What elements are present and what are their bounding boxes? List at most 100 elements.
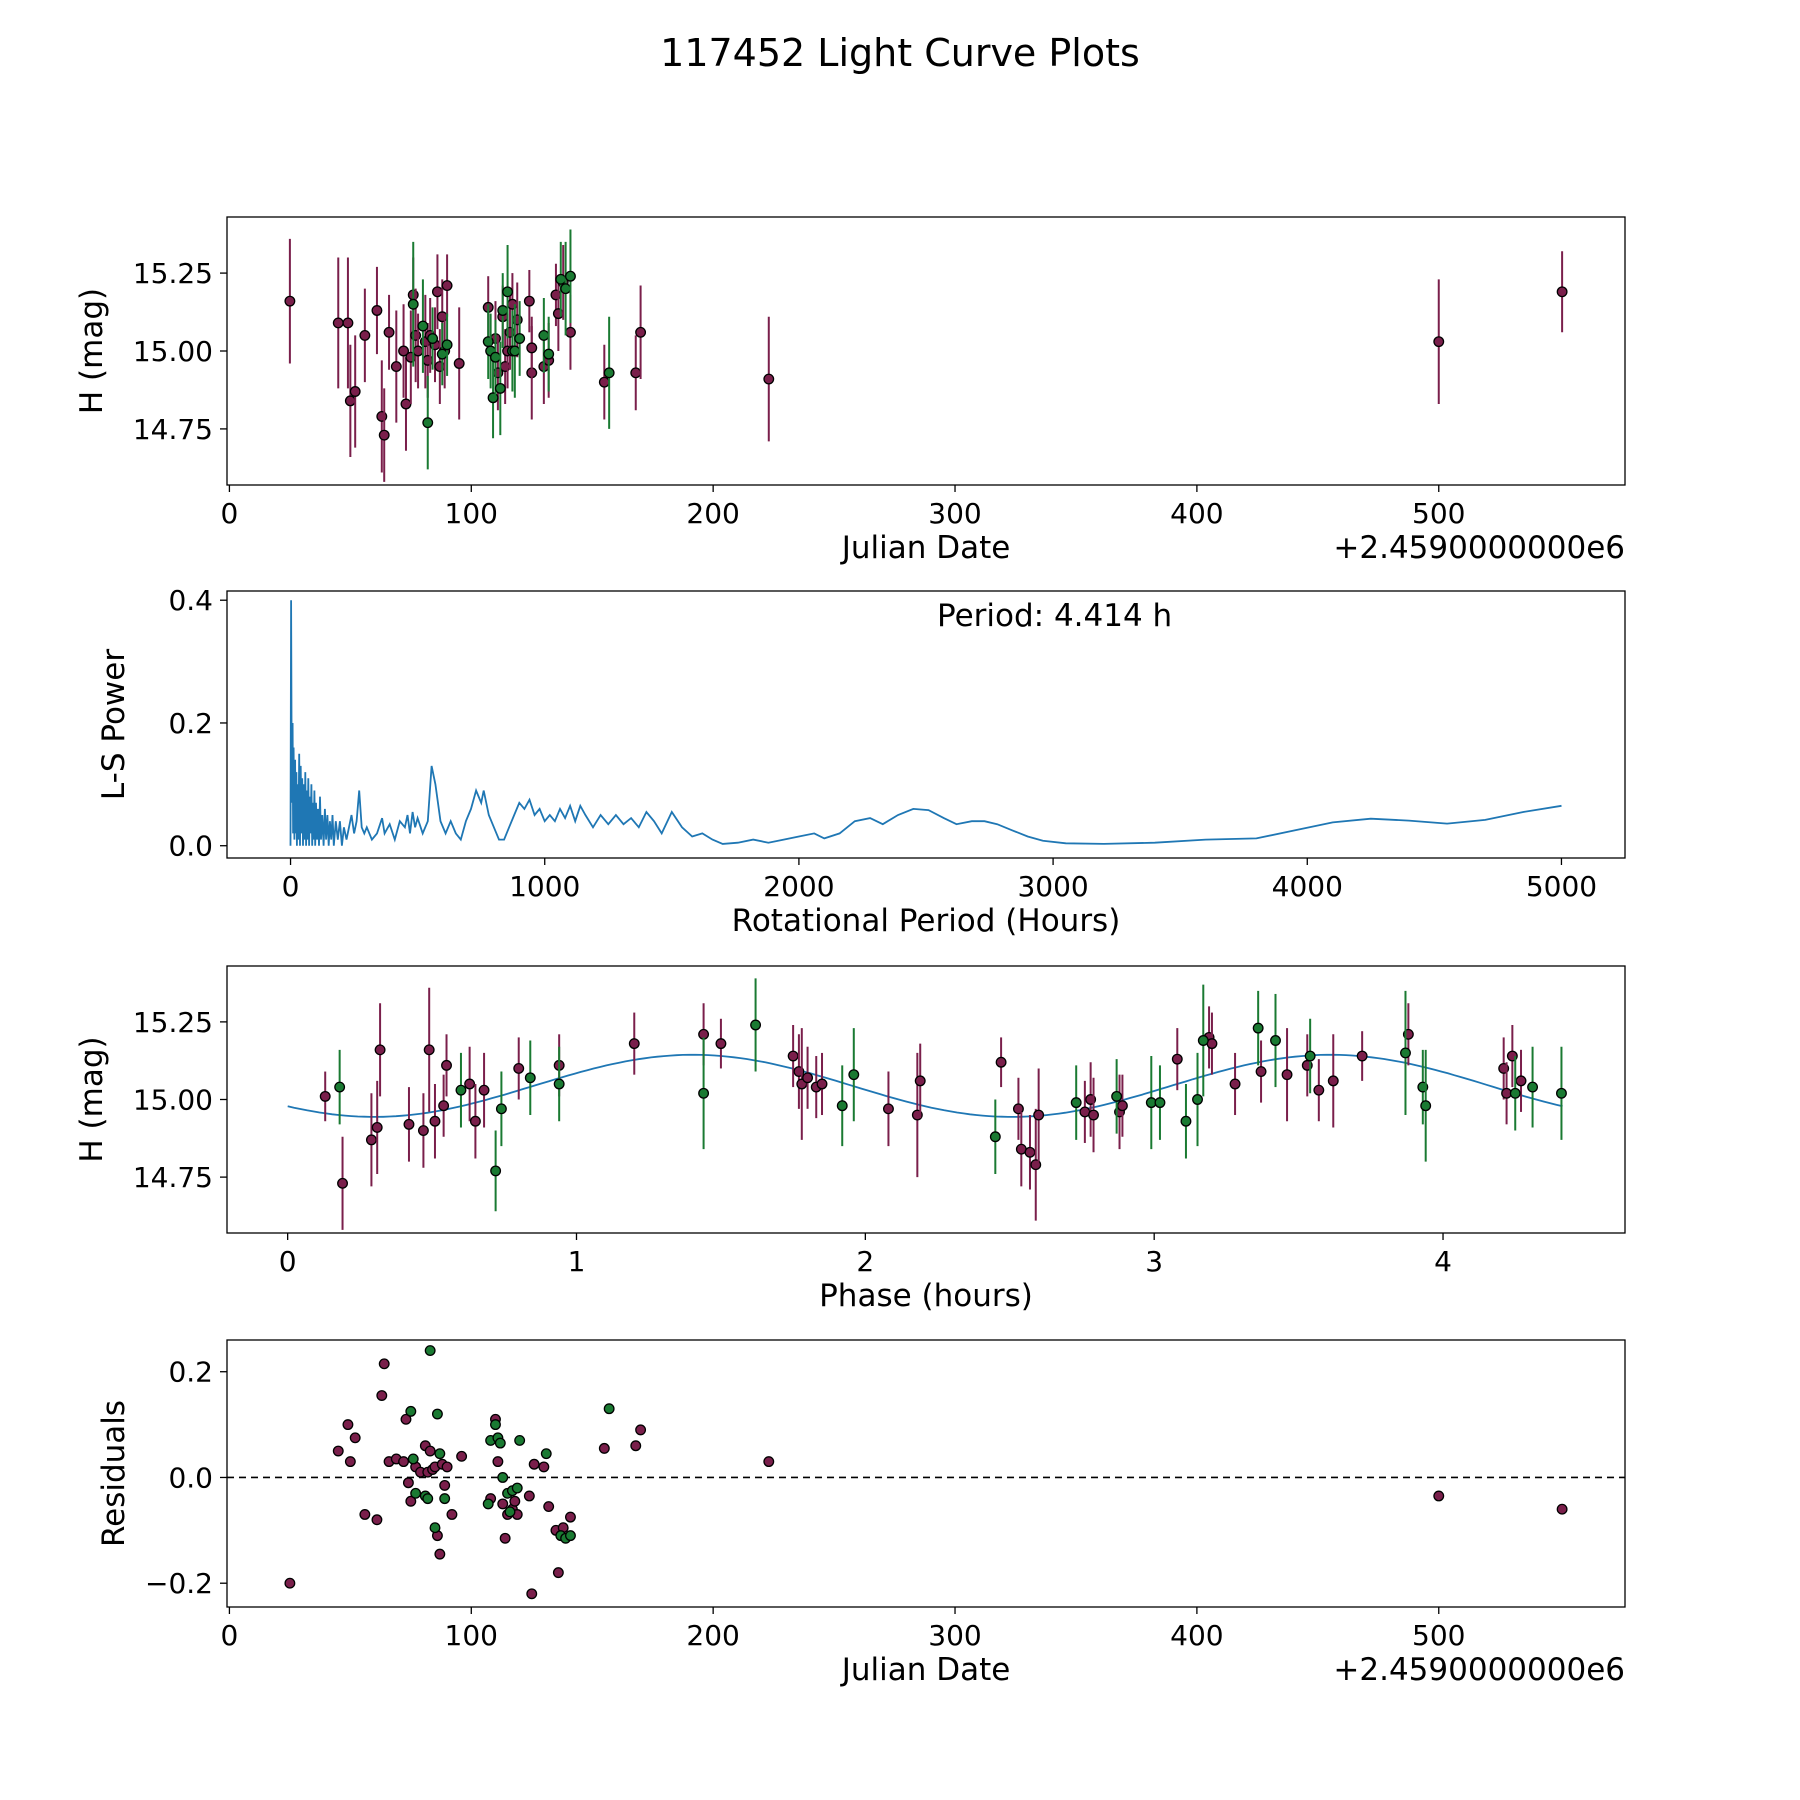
data-point (1252, 1022, 1264, 1034)
y-tick-label: 14.75 (133, 1161, 213, 1194)
y-tick-label: 0.2 (168, 707, 213, 740)
data-point (1154, 1097, 1166, 1109)
data-point (455, 1084, 467, 1096)
data-point (552, 1567, 564, 1579)
data-point (487, 392, 499, 404)
axes-frame (226, 216, 1626, 486)
data-point (429, 1522, 441, 1534)
x-tick-label: 4000 (1272, 870, 1343, 903)
data-point (555, 273, 567, 285)
x-axis-label: Julian Date (840, 530, 1011, 566)
data-point (371, 1121, 383, 1133)
data-point (1033, 1109, 1045, 1121)
data-point (400, 398, 412, 410)
data-point (603, 367, 615, 379)
data-point (1527, 1081, 1539, 1093)
data-point (398, 345, 410, 357)
data-point (1515, 1075, 1527, 1087)
data-point (482, 1498, 494, 1510)
data-point (513, 1063, 525, 1074)
data-point (441, 1461, 453, 1473)
y-tick-label: 0.4 (168, 584, 213, 617)
data-point (630, 367, 642, 379)
x-axis-label: Rotational Period (Hours) (732, 903, 1121, 939)
x-offset-label: +2.4590000000e6 (1333, 1652, 1625, 1688)
axes-frame (226, 965, 1626, 1234)
periodogram-panel: 0 1000 2000 3000 4000 5000 0.0 0.2 0.4 Rotational… (96, 584, 1626, 939)
plot-area (289, 600, 1562, 846)
fit-curve (287, 1053, 1563, 1118)
x-tick-label: 100 (445, 497, 498, 530)
data-point (365, 1134, 377, 1146)
data-point (1556, 1503, 1568, 1515)
y-axis-label: H (mag) (74, 288, 110, 414)
y-tick-label: 14.75 (133, 413, 213, 446)
data-point (1070, 1097, 1082, 1109)
data-point (423, 1044, 435, 1056)
data-point (400, 1413, 412, 1425)
data-point (490, 1165, 502, 1177)
y-tick-label: 15.25 (133, 1006, 213, 1039)
data-point (543, 348, 555, 360)
data-point (436, 348, 448, 360)
data-point (497, 1472, 509, 1483)
data-point (284, 295, 296, 307)
data-point (989, 1131, 1001, 1143)
data-point (434, 1448, 446, 1460)
data-point (349, 386, 361, 397)
residuals-panel: 0 100 200 300 400 500 −0.2 0.0 0.2 Julian Date Res… (96, 1339, 1626, 1688)
data-point (514, 1435, 526, 1446)
data-point (848, 1069, 860, 1081)
data-point (540, 1448, 552, 1460)
data-point (1116, 1100, 1128, 1112)
x-tick-label: 300 (928, 1619, 981, 1652)
x-tick-label: 200 (686, 497, 739, 530)
x-tick-label: 1 (568, 1245, 586, 1278)
data-point (526, 342, 538, 354)
data-point (750, 1019, 762, 1031)
data-point (1327, 1075, 1339, 1087)
data-point (427, 333, 439, 344)
x-tick-label: 0 (221, 1619, 239, 1652)
data-point (816, 1078, 828, 1090)
data-point (1012, 1103, 1024, 1115)
data-point (538, 1461, 550, 1473)
data-point (490, 1419, 501, 1431)
data-point (1180, 1115, 1192, 1127)
data-point (1356, 1050, 1368, 1062)
data-point (434, 1548, 446, 1560)
x-tick-label: 400 (1170, 1619, 1223, 1652)
data-point (319, 1090, 331, 1102)
series-filter_a (284, 1358, 1568, 1600)
data-point (543, 1501, 555, 1512)
x-tick-label: 5000 (1526, 870, 1597, 903)
data-point (1111, 1090, 1123, 1102)
data-point (1192, 1094, 1203, 1105)
data-point (995, 1056, 1007, 1068)
data-point (334, 1081, 346, 1093)
y-axis-label: Residuals (96, 1400, 132, 1547)
x-tick-label: 0 (282, 870, 300, 903)
data-point (494, 1437, 506, 1449)
data-point (490, 351, 501, 363)
data-point (332, 317, 344, 329)
data-point (509, 345, 521, 357)
data-point (763, 1456, 775, 1468)
data-point (883, 1103, 894, 1115)
data-point (1270, 1035, 1281, 1046)
x-tick-label: 100 (445, 1619, 498, 1652)
data-point (538, 329, 550, 341)
data-point (383, 326, 395, 338)
data-point (715, 1038, 727, 1050)
data-point (630, 1440, 642, 1452)
data-point (698, 1087, 710, 1099)
data-point (499, 1532, 511, 1544)
plot-area (287, 978, 1567, 1230)
x-axis-label: Phase (hours) (819, 1278, 1033, 1314)
data-point (407, 1453, 419, 1465)
x-tick-label: 2000 (763, 870, 834, 903)
period-annotation: Period: 4.414 h (937, 598, 1172, 634)
x-tick-label: 4 (1434, 1245, 1452, 1278)
data-point (390, 361, 402, 373)
periodogram-line (289, 600, 1562, 846)
